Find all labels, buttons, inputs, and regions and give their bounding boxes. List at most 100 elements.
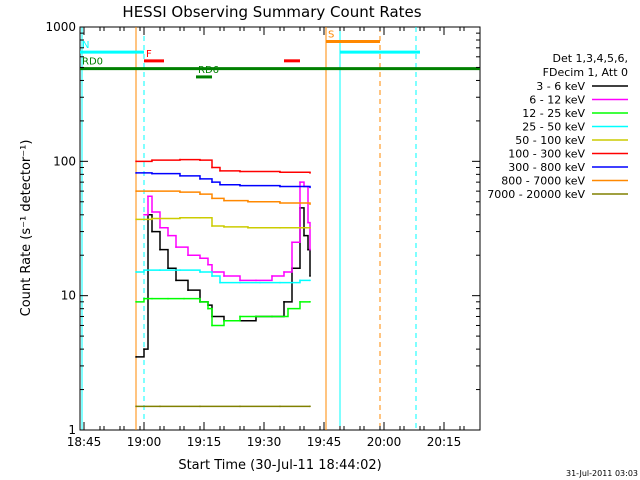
series-point-2-14 [309, 301, 311, 303]
series-point-1-7 [199, 257, 201, 259]
series-point-1-2 [151, 211, 153, 213]
series-point-6-8 [309, 186, 311, 189]
series-point-1-13 [271, 275, 273, 277]
series-point-2-10 [255, 315, 257, 318]
series-point-6-5 [219, 183, 221, 186]
series-point-1-10 [223, 275, 225, 277]
x-tick-label-5: 20:00 [367, 435, 402, 449]
legend-header-line-1: Det 1,3,4,5,6, [552, 52, 628, 65]
series-point-3-5 [211, 275, 213, 277]
flag-label-f: F [146, 49, 152, 60]
series-point-4-6 [247, 227, 249, 229]
series-point-1-11 [239, 279, 241, 282]
series-point-1-6 [187, 254, 189, 256]
series-point-2-5 [199, 301, 201, 303]
x-tick-label-2: 19:15 [187, 435, 222, 449]
series-point-6-3 [199, 178, 201, 180]
series-point-2-1 [143, 297, 145, 300]
chart-title: HESSI Observing Summary Count Rates [122, 3, 421, 21]
y-axis-label: Count Rate (s⁻¹ detector⁻¹) [19, 140, 34, 317]
series-point-4-8 [309, 227, 311, 229]
series-point-6-0 [135, 172, 137, 174]
series-point-5-8 [309, 172, 311, 174]
series-point-2-13 [299, 301, 301, 303]
series-point-1-8 [207, 263, 209, 266]
legend-label-5: 100 - 300 keV [508, 148, 585, 161]
series-point-4-4 [211, 225, 213, 227]
series-point-8-0 [135, 405, 137, 408]
series-line-4 [136, 217, 310, 229]
series-point-1-19 [309, 248, 311, 251]
flag-label-rd0: RD0 [82, 57, 103, 68]
series-point-2-9 [239, 315, 241, 318]
series-point-7-8 [309, 203, 311, 205]
series-point-4-3 [199, 217, 201, 219]
x-tick-label-4: 19:45 [307, 435, 342, 449]
legend-label-1: 6 - 12 keV [529, 94, 585, 107]
series-point-5-5 [219, 170, 221, 172]
series-point-0-5 [167, 267, 169, 269]
flag-label-rd6: RD6 [198, 65, 219, 76]
series-point-3-2 [159, 269, 161, 271]
series-point-7-4 [211, 197, 213, 200]
series-point-3-6 [219, 281, 221, 284]
y-tick-label-3: 1000 [45, 20, 76, 34]
series-point-2-8 [223, 320, 225, 322]
series-point-4-5 [223, 226, 225, 228]
series-point-5-0 [135, 160, 137, 163]
y-tick-label-0: 1 [68, 423, 76, 437]
x-tick-label-0: 18:45 [67, 435, 102, 449]
legend-label-2: 12 - 25 keV [522, 107, 585, 120]
series-point-4-0 [135, 218, 137, 221]
y-tick-label-1: 10 [61, 289, 76, 303]
series-point-5-1 [151, 159, 153, 161]
series-point-2-6 [207, 307, 209, 310]
series-line-5 [136, 158, 311, 173]
series-point-5-6 [239, 170, 241, 173]
series-point-0-7 [187, 289, 189, 291]
series-point-4-1 [151, 217, 153, 220]
series-point-6-1 [151, 172, 153, 175]
series-point-1-16 [299, 181, 301, 183]
series-point-7-6 [247, 201, 249, 203]
series-point-2-3 [167, 297, 169, 300]
series-point-5-2 [179, 158, 181, 161]
series-point-1-0 [143, 214, 145, 216]
series-point-6-7 [279, 185, 281, 188]
series-point-7-5 [223, 199, 225, 202]
series-point-3-10 [299, 279, 301, 282]
series-point-4-2 [179, 217, 181, 219]
series-point-0-19 [307, 248, 309, 251]
legend: Det 1,3,4,5,6, FDecim 1, Att 0 3 - 6 keV… [487, 52, 628, 201]
y-tick-label-2: 100 [53, 154, 76, 168]
series-point-5-3 [199, 159, 201, 161]
series-point-7-0 [135, 190, 137, 192]
series-point-1-18 [307, 221, 309, 224]
timestamp: 31-Jul-2011 03:03 [566, 469, 638, 478]
series-point-2-0 [135, 301, 137, 303]
series-point-2-7 [211, 324, 213, 327]
series-point-0-6 [175, 279, 177, 282]
series-line-6 [136, 172, 311, 188]
series-point-2-11 [271, 315, 273, 318]
series-point-2-12 [287, 307, 289, 310]
series-point-0-18 [303, 234, 305, 237]
legend-header-line-2: FDecim 1, Att 0 [543, 66, 628, 79]
series-point-3-1 [143, 269, 145, 271]
series-point-1-5 [175, 246, 177, 248]
series-point-0-3 [151, 230, 153, 233]
series-point-7-7 [279, 202, 281, 204]
legend-label-8: 7000 - 20000 keV [487, 188, 585, 201]
series-point-6-6 [239, 184, 241, 187]
series-point-1-14 [283, 271, 285, 273]
series-point-0-4 [159, 248, 161, 251]
x-tick-label-6: 20:15 [427, 435, 462, 449]
x-tick-label-1: 19:00 [127, 435, 162, 449]
series-point-3-8 [259, 281, 261, 284]
series-point-2-2 [151, 297, 153, 300]
series-point-8-4 [279, 405, 281, 408]
series-point-3-4 [199, 271, 201, 273]
series-point-1-4 [167, 234, 169, 237]
series-point-6-4 [211, 181, 213, 183]
series-point-4-7 [279, 227, 281, 229]
